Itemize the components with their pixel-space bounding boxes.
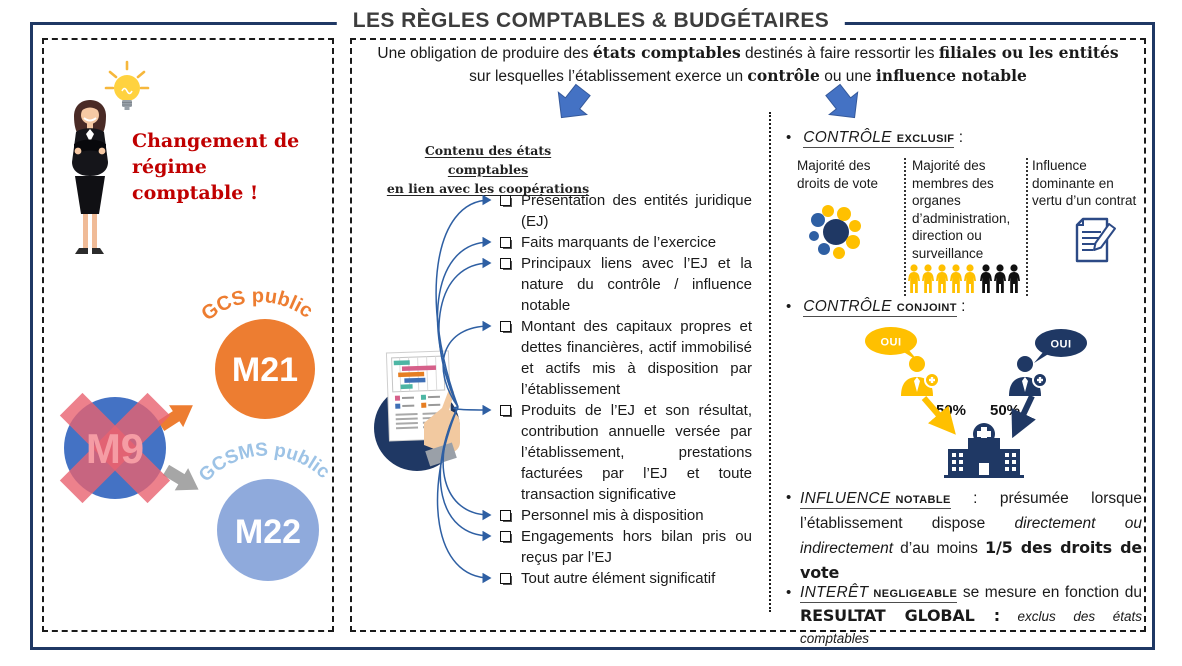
checkbox-icon xyxy=(500,531,511,542)
bullet: • xyxy=(786,489,792,506)
partner-person-navy-icon xyxy=(1009,356,1048,396)
arrow-m9-to-m22 xyxy=(162,464,199,491)
content-heading-line1: Contenu des états comptables xyxy=(424,143,552,177)
checklist-item: Présentation des entités juridique (EJ) xyxy=(500,190,752,232)
partner-person-yellow-icon xyxy=(901,356,940,396)
pct-right-label: 50% xyxy=(990,402,1021,419)
checkbox-icon xyxy=(500,237,511,248)
oui-label: OUI xyxy=(1050,339,1071,351)
lightbulb-icon xyxy=(104,60,150,110)
influence-seg: d’au moins xyxy=(893,540,986,557)
exclusive-control-heading: • CONTRÔLE EXCLUSIF : xyxy=(786,129,964,148)
intro-seg: destinés à faire ressortir les xyxy=(740,45,939,62)
interest-seg: se mesure en fonction du xyxy=(957,584,1142,601)
influence-seg: présumée lorsque l’établissement dispose xyxy=(800,490,1142,532)
checklist-item: Montant des capitaux propres et dettes f… xyxy=(500,316,752,400)
left-headline: Changement de régime comptable ! xyxy=(132,130,300,204)
intro-text: Une obligation de produire des états com… xyxy=(366,42,1130,87)
m22-label: M22 xyxy=(235,513,301,551)
crossed-out-x-icon xyxy=(59,392,171,504)
checklist-item: Engagements hors bilan pris ou reçus par… xyxy=(500,526,752,568)
intro-seg: Une obligation de produire des xyxy=(377,45,593,62)
exclusive-col-contract: Influence dominante en vertu d’un contra… xyxy=(1032,158,1137,208)
checklist-item: Tout autre élément significatif xyxy=(500,568,752,589)
checklist-item-text: Engagements hors bilan pris ou reçus par… xyxy=(521,528,752,566)
checkbox-icon xyxy=(500,321,511,332)
checkbox-icon xyxy=(500,405,511,416)
interest-seg-heavy: RESULTAT GLOBAL : xyxy=(800,606,1000,625)
bullet: • xyxy=(786,584,792,601)
exclusive-col-votes: Majorité des droits de vote xyxy=(797,158,879,191)
joint-term: CONTRÔLE xyxy=(803,298,892,315)
influence-seg-italic: directement ou indirectement xyxy=(800,515,1142,557)
oui-speech-bubble-yellow: OUI xyxy=(865,327,918,361)
oui-speech-bubble-navy: OUI xyxy=(1034,329,1087,363)
m21-label: M21 xyxy=(232,351,298,389)
report-document-icon xyxy=(374,350,460,471)
vote-majority-dots-icon xyxy=(809,205,861,259)
left-panel xyxy=(42,38,334,632)
checklist-item-text: Produits de l’EJ et son résultat, contri… xyxy=(521,402,752,503)
m9-label: M9 xyxy=(86,425,144,472)
influence-seg-heavy: 1/5 des droits de vote xyxy=(800,538,1142,582)
m21-circle xyxy=(215,319,315,419)
exclusive-term: CONTRÔLE xyxy=(803,129,892,146)
hospital-icon xyxy=(944,423,1024,478)
intro-seg-bold: contrôle xyxy=(747,65,820,85)
exclusive-qualifier: EXCLUSIF xyxy=(896,133,955,145)
intro-seg: ou une xyxy=(819,67,876,85)
checklist-item-text: Présentation des entités juridique (EJ) xyxy=(521,192,752,230)
m22-circle xyxy=(217,479,319,581)
bullet: • xyxy=(786,298,792,315)
checkbox-icon xyxy=(500,573,511,584)
m21-arc-label: GCS public xyxy=(197,285,316,325)
contract-pencil-icon xyxy=(1075,217,1116,263)
content-heading-line2: en lien avec les coopérations xyxy=(386,181,590,196)
content-heading: Contenu des états comptables en lien ave… xyxy=(386,141,590,198)
interest-paragraph: INTERÊT NEGLIGEABLE se mesure en fonction… xyxy=(800,582,1142,650)
exclusive-separator xyxy=(1026,158,1028,296)
checklist-item-text: Personnel mis à disposition xyxy=(521,507,704,524)
influence-term: INFLUENCE xyxy=(800,490,891,507)
checklist-item: Personnel mis à disposition xyxy=(500,505,752,526)
checklist-item-text: Faits marquants de l’exercice xyxy=(521,234,717,251)
oui-label: OUI xyxy=(880,337,901,349)
checkbox-icon xyxy=(500,258,511,269)
regime-change-diagram: M21 GCS public M9 M22 GCSMS public xyxy=(59,283,336,581)
checklist-item: Principaux liens avec l’EJ et la nature … xyxy=(500,253,752,316)
checklist-item-text: Principaux liens avec l’EJ et la nature … xyxy=(521,255,752,314)
intro-seg-bold: influence notable xyxy=(875,65,1027,85)
checklist-item: Faits marquants de l’exercice xyxy=(500,232,752,253)
column-divider xyxy=(769,112,771,612)
interest-seg-italic: exclus des états comptables xyxy=(800,609,1142,646)
right-panel xyxy=(350,38,1146,632)
intro-seg-bold: filiales ou les entités xyxy=(938,43,1119,62)
colon: : xyxy=(950,490,1000,507)
page-title: LES RÈGLES COMPTABLES & BUDGÉTAIRES xyxy=(336,9,846,33)
checklist-item-text: Montant des capitaux propres et dettes f… xyxy=(521,318,752,398)
businesswoman-illustration xyxy=(72,100,108,254)
checklist-item: Produits de l’EJ et son résultat, contri… xyxy=(500,400,752,505)
intro-seg-bold: états comptables xyxy=(592,43,741,62)
content-checklist: Présentation des entités juridique (EJ) … xyxy=(500,190,752,589)
colon: : xyxy=(954,129,964,146)
joint-qualifier: CONJOINT xyxy=(896,302,957,314)
checkbox-icon xyxy=(500,195,511,206)
exclusive-separator xyxy=(904,158,906,296)
intro-seg: sur lesquelles l’établissement exerce un xyxy=(469,67,748,85)
exclusive-col-boards: Majorité des membres des organes d’admin… xyxy=(912,158,1011,261)
influence-paragraph: INFLUENCE NOTABLE : présumée lorsque l’ét… xyxy=(800,487,1142,586)
influence-qualifier: NOTABLE xyxy=(895,494,951,506)
interest-term: INTERÊT xyxy=(800,584,869,601)
checkbox-icon xyxy=(500,510,511,521)
bullet: • xyxy=(786,129,792,146)
board-members-people-icon xyxy=(908,264,1020,293)
colon: : xyxy=(956,298,966,315)
interest-qualifier: NEGLIGEABLE xyxy=(873,588,958,600)
joint-control-heading: • CONTRÔLE CONJOINT : xyxy=(786,298,966,317)
checklist-item-text: Tout autre élément significatif xyxy=(521,570,716,587)
arrow-m9-to-m21 xyxy=(157,405,193,432)
pct-left-label: 50% xyxy=(936,402,967,419)
